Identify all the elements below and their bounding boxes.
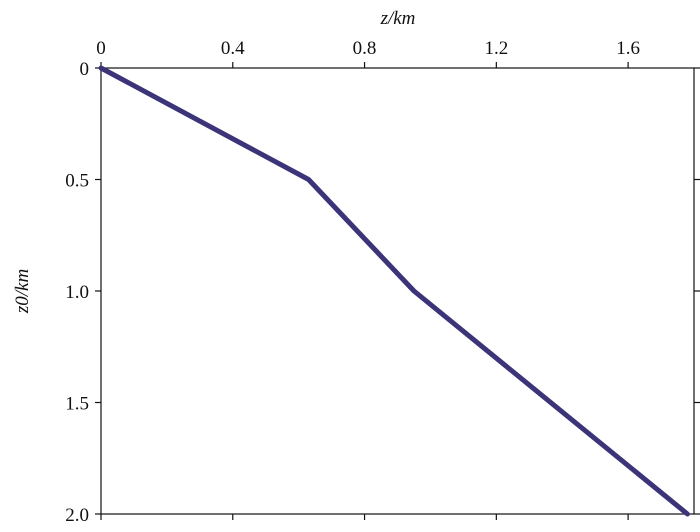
y-tick-label: 0 <box>80 59 90 80</box>
x-tick-label: 0.8 <box>353 38 377 59</box>
y-tick-label: 1.5 <box>65 394 89 415</box>
y-axis-label: z0/km <box>12 269 33 314</box>
y-tick-label: 0.5 <box>65 171 89 192</box>
x-tick-label: 1.2 <box>484 38 508 59</box>
y-tick-label: 2.0 <box>65 505 89 526</box>
y-tick-label: 1.0 <box>65 282 89 303</box>
x-tick-label: 0.4 <box>221 38 245 59</box>
data-line <box>98 65 690 517</box>
x-tick-label: 1.6 <box>616 38 640 59</box>
x-tick-label: 0 <box>96 38 106 59</box>
x-axis-label: z/km <box>380 8 416 29</box>
plot-frame <box>100 67 695 515</box>
